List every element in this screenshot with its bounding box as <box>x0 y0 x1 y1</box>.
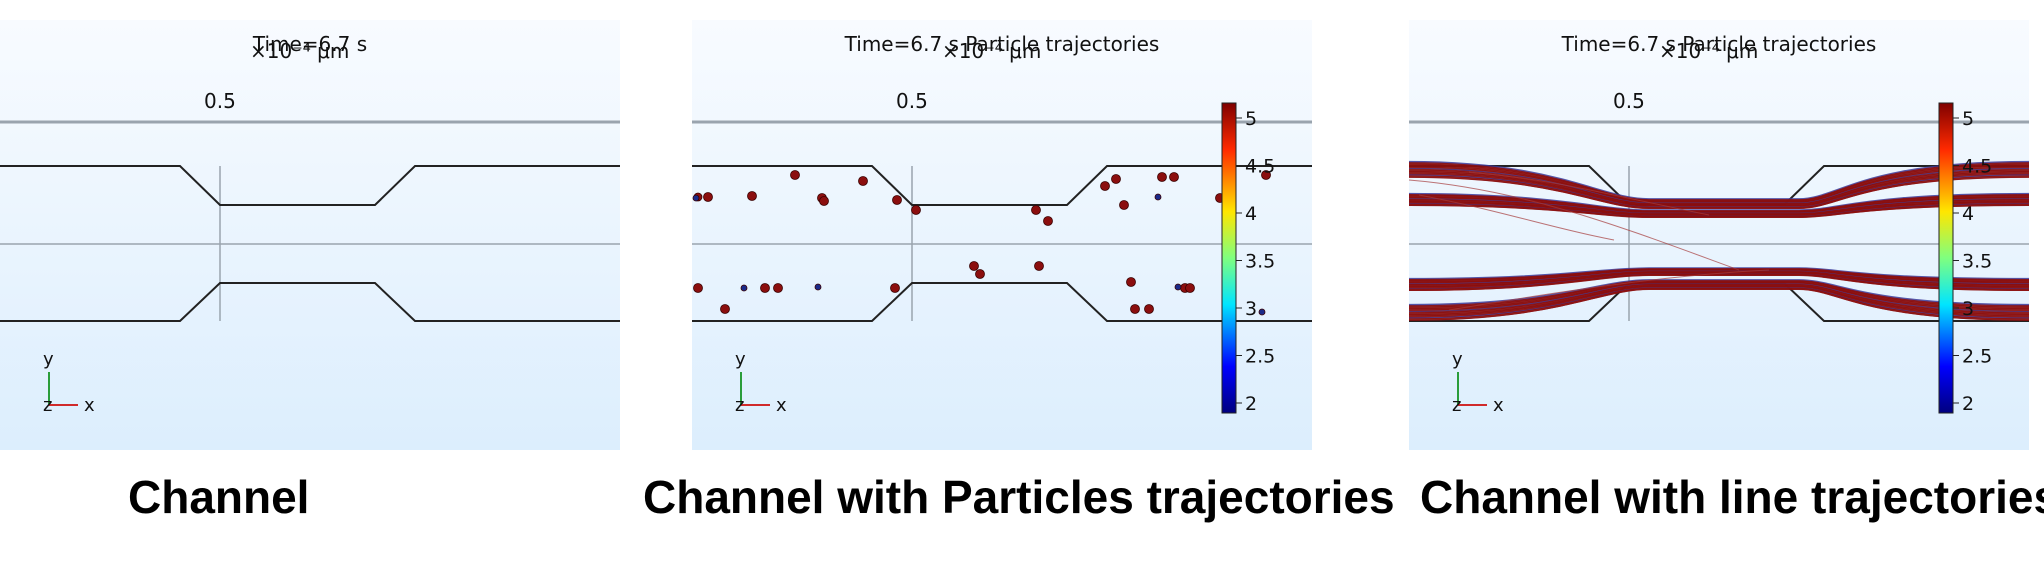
trajectory-line <box>1409 204 2029 218</box>
z-axis-label: z <box>735 395 744 416</box>
trajectory-line <box>1409 288 2029 321</box>
time-label: Time=6.7 s Particle trajectories <box>1561 32 1877 56</box>
line-trajectories-plot: ×10⁻⁴ μm 0.5 5 4.5 4 3.5 3 2.5 2 y z x <box>1409 39 2029 416</box>
particle-dot <box>1130 304 1140 314</box>
y-axis-label: y <box>1452 349 1463 370</box>
time-label: Time=6.7 s <box>252 32 368 56</box>
colorbar-tick-label: 2.5 <box>1245 346 1275 368</box>
channel-bottom-wall <box>0 282 620 322</box>
channel-top-wall <box>692 165 1312 206</box>
particle-dot <box>760 283 770 293</box>
particle-dot <box>1144 304 1154 314</box>
colorbar-tick-label: 3.5 <box>1962 251 1992 273</box>
particle-dot <box>819 196 829 206</box>
x-tick-label: 0.5 <box>1613 89 1645 113</box>
particle-dot <box>911 205 921 215</box>
axis-triad: y z x <box>43 349 95 416</box>
particles-group <box>692 170 1271 316</box>
trajectory-line <box>1468 171 1710 216</box>
particle-dot <box>969 261 979 271</box>
particle-dot <box>747 191 757 201</box>
colorbar-tick-label: 5 <box>1962 108 1974 130</box>
particle-dot <box>858 176 868 186</box>
particle-dot <box>740 284 748 292</box>
caption-channel: Channel <box>128 471 310 523</box>
colorbar-tick-label: 4 <box>1962 203 1974 225</box>
time-label: Time=6.7 s Particle trajectories <box>844 32 1160 56</box>
axis-triad: y z x <box>1452 349 1504 416</box>
particle-dot <box>1111 174 1121 184</box>
particle-dot <box>693 283 703 293</box>
z-axis-label: z <box>1452 395 1461 416</box>
x-axis-label: x <box>1493 395 1504 416</box>
colorbar-tick-label: 4.5 <box>1245 156 1275 178</box>
unit-exponent-label: ×10⁻⁴ μm <box>1659 39 1758 63</box>
particle-dot <box>1100 181 1110 191</box>
particle-dot <box>1261 170 1271 180</box>
colorbar-tick-label: 3 <box>1245 298 1257 320</box>
particle-dot <box>692 194 700 202</box>
colorbar-tick-label: 2 <box>1962 393 1974 415</box>
colorbar <box>1938 102 1954 414</box>
particles-panel: Time=6.7 s Particle trajectories ×10⁻⁴ μ… <box>692 20 1312 450</box>
particle-dot <box>720 304 730 314</box>
channel-plot: ×10⁻⁴ μm 0.5 y z x <box>0 39 620 416</box>
particle-dot <box>703 192 713 202</box>
x-tick-label: 0.5 <box>204 89 236 113</box>
colorbar-ticks: 5 4.5 4 3.5 3 2.5 2 <box>1953 108 1992 415</box>
colorbar-tick-label: 3 <box>1962 298 1974 320</box>
particle-dot <box>1154 193 1162 201</box>
particle-dot <box>1119 200 1129 210</box>
channel-bottom-wall <box>692 282 1312 322</box>
particles-plot: ×10⁻⁴ μm 0.5 5 4.5 4 3.5 3 2.5 2 y z x <box>692 39 1312 416</box>
particle-dot <box>1258 308 1266 316</box>
particle-dot <box>1126 277 1136 287</box>
channel-top-wall <box>0 165 620 206</box>
particle-dot <box>975 269 985 279</box>
colorbar-tick-label: 2.5 <box>1962 346 1992 368</box>
unit-exponent-label: ×10⁻⁴ μm <box>250 39 349 63</box>
particle-dot <box>1043 216 1053 226</box>
particle-dot <box>1034 261 1044 271</box>
line-trajectories-panel: Time=6.7 s Particle trajectories ×10⁻⁴ μ… <box>1409 20 2029 450</box>
channel-panel: Time=6.7 s ×10⁻⁴ μm 0.5 y z x <box>0 20 620 450</box>
particle-dot <box>1031 205 1041 215</box>
particle-dot <box>790 170 800 180</box>
trajectory-line <box>1448 269 1770 311</box>
particle-dot <box>1169 172 1179 182</box>
particle-dot <box>1157 172 1167 182</box>
colorbar-tick-label: 5 <box>1245 108 1257 130</box>
particle-dot <box>773 283 783 293</box>
y-axis-label: y <box>43 349 54 370</box>
colorbar-tick-label: 4 <box>1245 203 1257 225</box>
particle-dot <box>814 283 822 291</box>
axis-triad: y z x <box>735 349 787 416</box>
trajectory-lines-group <box>1409 160 2029 321</box>
colorbar-tick-label: 4.5 <box>1962 156 1992 178</box>
particle-dot <box>892 195 902 205</box>
particle-dot <box>1185 283 1195 293</box>
unit-exponent-label: ×10⁻⁴ μm <box>942 39 1041 63</box>
z-axis-label: z <box>43 395 52 416</box>
colorbar-tick-label: 3.5 <box>1245 251 1275 273</box>
trajectory-line <box>1409 179 1740 271</box>
trajectory-line <box>1409 176 2029 209</box>
colorbar-tick-label: 2 <box>1245 393 1257 415</box>
caption-particles: Channel with Particles trajectories <box>643 471 1395 523</box>
particle-dot <box>1174 283 1182 291</box>
x-tick-label: 0.5 <box>896 89 928 113</box>
colorbar <box>1221 102 1237 414</box>
trajectory-line <box>1409 274 2029 292</box>
particle-dot <box>890 283 900 293</box>
x-axis-label: x <box>776 395 787 416</box>
caption-line-trajectories: Channel with line trajectories <box>1420 471 2044 523</box>
trajectory-line <box>1418 194 1615 241</box>
y-axis-label: y <box>735 349 746 370</box>
x-axis-label: x <box>84 395 95 416</box>
colorbar-ticks: 5 4.5 4 3.5 3 2.5 2 <box>1236 108 1275 415</box>
